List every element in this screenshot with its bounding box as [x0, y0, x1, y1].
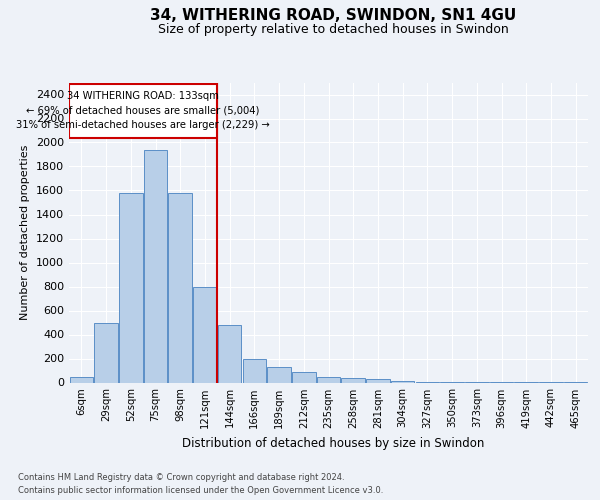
- Bar: [94, 322, 118, 382]
- Bar: [70, 376, 93, 382]
- Text: 34 WITHERING ROAD: 133sqm
← 69% of detached houses are smaller (5,004)
31% of se: 34 WITHERING ROAD: 133sqm ← 69% of detac…: [16, 91, 270, 130]
- Text: Contains HM Land Registry data © Crown copyright and database right 2024.: Contains HM Land Registry data © Crown c…: [18, 472, 344, 482]
- Bar: [268, 367, 291, 382]
- Bar: [119, 193, 143, 382]
- FancyBboxPatch shape: [69, 84, 217, 138]
- Y-axis label: Number of detached properties: Number of detached properties: [20, 145, 31, 320]
- Bar: [292, 372, 316, 382]
- Bar: [169, 193, 192, 382]
- Text: Contains public sector information licensed under the Open Government Licence v3: Contains public sector information licen…: [18, 486, 383, 495]
- Bar: [366, 379, 389, 382]
- Text: 34, WITHERING ROAD, SWINDON, SN1 4GU: 34, WITHERING ROAD, SWINDON, SN1 4GU: [150, 8, 516, 22]
- Bar: [341, 378, 365, 382]
- Bar: [242, 358, 266, 382]
- Bar: [218, 325, 241, 382]
- Bar: [193, 286, 217, 382]
- Bar: [317, 376, 340, 382]
- Text: Distribution of detached houses by size in Swindon: Distribution of detached houses by size …: [182, 438, 484, 450]
- Bar: [391, 380, 415, 382]
- Text: Size of property relative to detached houses in Swindon: Size of property relative to detached ho…: [158, 22, 508, 36]
- Bar: [144, 150, 167, 382]
